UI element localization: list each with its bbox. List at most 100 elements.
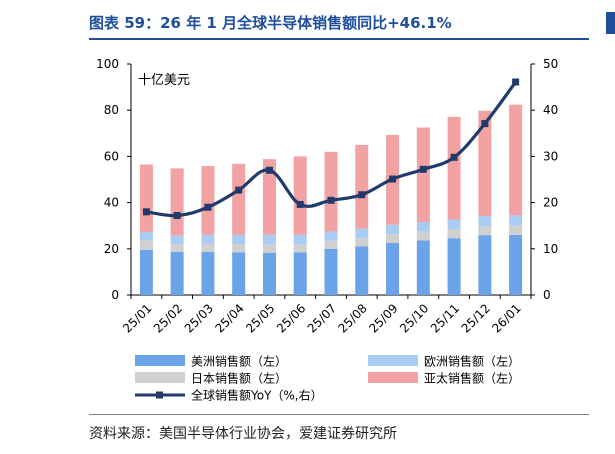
yoy-marker [450, 153, 458, 161]
left-tick-label: 100 [96, 57, 119, 71]
unit-label: 十亿美元 [138, 73, 190, 88]
title-divider [89, 38, 589, 40]
left-tick-label: 60 [104, 149, 119, 163]
yoy-marker [358, 191, 366, 199]
chart-title: 图表 59：26 年 1 月全球半导体销售额同比+46.1% [89, 14, 452, 32]
x-tick-label: 25/02 [151, 301, 185, 335]
legend-label: 亚太销售额（左） [424, 371, 520, 386]
bar-segment [324, 231, 338, 241]
legend-label: 美洲销售额（左） [191, 354, 287, 369]
legend-box-swatch [368, 355, 418, 366]
bar-segment [478, 110, 492, 216]
legend-box-swatch [135, 355, 185, 366]
bar-segment [324, 248, 338, 295]
yoy-marker [296, 200, 304, 208]
bar-segment [293, 244, 307, 253]
bar-segment [355, 144, 369, 229]
bar-segment [201, 166, 215, 235]
bar-segment [201, 243, 215, 253]
bar-segment [232, 163, 246, 235]
bar-segment [478, 235, 492, 295]
bar-segment [262, 234, 276, 245]
x-tick-label: 25/11 [428, 301, 462, 335]
bar-segment [386, 243, 400, 295]
bar-segment [201, 252, 215, 295]
yoy-marker [481, 120, 489, 128]
bar-segment [386, 234, 400, 244]
right-tick-label: 0 [543, 288, 551, 302]
x-tick-label: 25/05 [243, 301, 277, 335]
bar-segment [355, 246, 369, 295]
x-tick-label: 25/04 [212, 301, 246, 335]
bar-segment [324, 151, 338, 232]
bar-segment [355, 238, 369, 247]
right-tick-label: 40 [543, 103, 558, 117]
right-tick-label: 30 [543, 149, 558, 163]
x-tick-label: 25/01 [120, 301, 154, 335]
x-tick-label: 25/09 [366, 301, 400, 335]
x-tick-label: 25/06 [274, 301, 308, 335]
legend-label: 欧洲销售额（左） [424, 354, 520, 369]
yoy-marker [142, 208, 150, 216]
bar-segment [478, 215, 492, 227]
bar-segment [139, 231, 153, 241]
yoy-marker [204, 203, 212, 211]
yoy-marker [265, 166, 273, 174]
bar-segment [201, 234, 215, 244]
yoy-marker [327, 196, 335, 204]
chart-axes: 0 20 40 60 80 100 0 10 20 30 40 50 [96, 57, 558, 302]
bar-segment [170, 252, 184, 295]
bar-segment [262, 252, 276, 295]
bar-segment [139, 240, 153, 250]
bar-segment [293, 252, 307, 295]
adjacent-panel-edge [606, 12, 615, 34]
bar-segment [509, 215, 523, 226]
legend-box-swatch [368, 372, 418, 383]
source-note: 资料来源：美国半导体行业协会，爱建证券研究所 [89, 426, 397, 442]
bar-segment [386, 224, 400, 235]
bar-segment [478, 226, 492, 236]
bar-segment [232, 252, 246, 295]
yoy-marker [512, 78, 520, 86]
bar-segment [293, 234, 307, 245]
x-tick-label: 26/01 [489, 301, 523, 335]
chart-legend: 美洲销售额（左） 欧洲销售额（左） 日本销售额（左） 亚太销售额（左） 全球销售额YoY… [135, 354, 520, 403]
bar-segment [170, 235, 184, 245]
bar-segment [416, 222, 430, 232]
x-tick-label: 25/10 [397, 301, 431, 335]
bar-segment [262, 244, 276, 253]
bar-segment [447, 238, 461, 295]
footer-divider [89, 414, 589, 415]
bar-segment [447, 229, 461, 239]
yoy-line [142, 78, 520, 220]
bar-segment [447, 219, 461, 230]
right-tick-label: 10 [543, 242, 558, 256]
left-tick-label: 0 [111, 288, 119, 302]
yoy-marker [419, 165, 427, 173]
bar-segment [355, 228, 369, 239]
bar-segment [170, 244, 184, 253]
bar-segment [509, 104, 523, 216]
bar-segment [416, 240, 430, 295]
legend-marker-swatch [156, 391, 163, 399]
right-tick-label: 50 [543, 57, 558, 71]
bar-segment [509, 225, 523, 235]
x-axis-labels: 25/0125/0225/0325/0425/0525/0625/0725/08… [120, 301, 524, 335]
yoy-marker [389, 175, 397, 183]
stacked-bars [139, 104, 523, 295]
bar-segment [262, 159, 276, 235]
x-tick-label: 25/03 [182, 301, 216, 335]
bar-segment [509, 234, 523, 295]
bar-segment [139, 164, 153, 232]
bar-segment [232, 234, 246, 245]
left-tick-label: 40 [104, 196, 119, 210]
right-tick-label: 20 [543, 196, 558, 210]
bar-segment [232, 244, 246, 253]
left-tick-label: 80 [104, 103, 119, 117]
yoy-marker [173, 212, 181, 220]
yoy-marker [235, 186, 243, 194]
bar-segment [416, 231, 430, 241]
bar-segment [447, 116, 461, 220]
x-tick-label: 25/07 [305, 301, 339, 335]
